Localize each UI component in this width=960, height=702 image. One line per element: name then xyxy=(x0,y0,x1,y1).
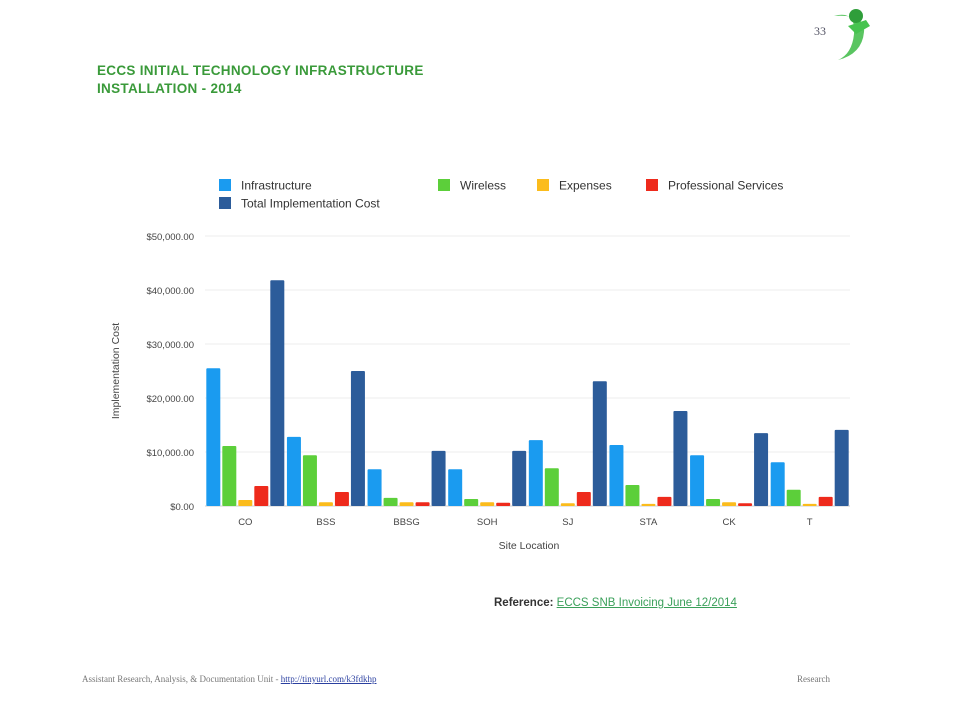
x-axis-label: Site Location xyxy=(499,540,560,552)
bar-professional-services-bbsg xyxy=(415,502,430,506)
x-tick-label: BSS xyxy=(316,517,335,528)
bar-group-bbsg xyxy=(367,450,446,506)
bar-infrastructure-sj xyxy=(528,440,543,506)
bar-infrastructure-sta xyxy=(609,444,624,506)
x-axis-ticks: CO BSS BBSG SOH SJ STA CK T xyxy=(238,517,813,528)
bar-group-co xyxy=(206,280,285,506)
y-axis-ticks: $0.00 $10,000.00 $20,000.00 $30,000.00 $40,0… xyxy=(146,232,194,513)
bar-wireless-sj xyxy=(544,468,559,506)
bar-wireless-sta xyxy=(625,484,640,506)
footer-link[interactable]: http://tinyurl.com/k3fdkhp xyxy=(280,674,377,684)
chart-bars xyxy=(206,280,849,506)
bar-expenses-sta xyxy=(641,503,656,506)
y-axis-label: Implementation Cost xyxy=(110,323,122,419)
legend-label: Professional Services xyxy=(668,179,783,193)
bar-total-co xyxy=(270,280,285,506)
legend-item-infrastructure: Infrastructure xyxy=(219,179,312,193)
bar-total-t xyxy=(834,429,849,506)
chart-legend: Infrastructure Wireless Expenses Profession… xyxy=(219,179,783,211)
bar-expenses-sj xyxy=(560,503,575,506)
reference-note: Reference: ECCS SNB Invoicing June 12/20… xyxy=(494,597,737,609)
y-tick-label: $10,000.00 xyxy=(146,448,194,459)
bar-professional-services-soh xyxy=(496,502,511,506)
bar-group-sj xyxy=(528,381,607,506)
bar-group-ck xyxy=(690,433,769,506)
bar-expenses-co xyxy=(238,500,253,506)
legend-swatch xyxy=(537,179,549,191)
legend-item-expenses: Expenses xyxy=(537,179,612,193)
footer-right-text: Research xyxy=(797,674,830,684)
bar-wireless-ck xyxy=(706,498,721,506)
bar-infrastructure-bss xyxy=(286,436,301,506)
slide-title: ECCS INITIAL TECHNOLOGY INFRASTRUCTURE I… xyxy=(97,62,424,98)
legend-item-total: Total Implementation Cost xyxy=(219,197,380,211)
bar-total-bbsg xyxy=(431,450,446,506)
y-tick-label: $30,000.00 xyxy=(146,340,194,351)
bar-infrastructure-bbsg xyxy=(367,469,382,506)
bar-total-soh xyxy=(512,450,527,506)
x-tick-label: SOH xyxy=(477,517,498,528)
bar-total-bss xyxy=(350,371,365,506)
bar-group-bss xyxy=(286,371,365,506)
y-tick-label: $40,000.00 xyxy=(146,286,194,297)
bar-expenses-soh xyxy=(480,502,495,506)
bar-wireless-co xyxy=(222,446,237,506)
bar-expenses-t xyxy=(802,503,817,506)
bar-group-soh xyxy=(448,450,527,506)
x-tick-label: T xyxy=(807,517,813,528)
y-tick-label: $20,000.00 xyxy=(146,394,194,405)
bar-professional-services-sta xyxy=(657,496,672,506)
reference-label: Reference: xyxy=(494,597,554,609)
bar-total-sta xyxy=(673,410,688,506)
legend-label: Total Implementation Cost xyxy=(241,197,380,211)
x-tick-label: BBSG xyxy=(393,517,419,528)
y-tick-label: $50,000.00 xyxy=(146,232,194,243)
footer-text: Assistant Research, Analysis, & Document… xyxy=(82,674,281,684)
bar-infrastructure-t xyxy=(770,462,785,506)
bar-professional-services-bss xyxy=(334,491,349,506)
bar-infrastructure-soh xyxy=(448,469,463,506)
legend-swatch xyxy=(219,179,231,191)
x-tick-label: CK xyxy=(722,517,736,528)
legend-swatch xyxy=(219,197,231,209)
y-tick-label: $0.00 xyxy=(170,502,194,513)
x-tick-label: STA xyxy=(640,517,658,528)
bar-infrastructure-ck xyxy=(690,455,705,506)
legend-swatch xyxy=(646,179,658,191)
legend-label: Infrastructure xyxy=(241,179,312,193)
bar-group-sta xyxy=(609,410,688,506)
bar-professional-services-t xyxy=(818,496,833,506)
footer-credit: Assistant Research, Analysis, & Document… xyxy=(82,674,376,684)
bar-expenses-bbsg xyxy=(399,502,414,506)
bar-expenses-ck xyxy=(722,502,737,506)
legend-label: Expenses xyxy=(559,179,612,193)
legend-item-wireless: Wireless xyxy=(438,179,506,193)
person-logo-icon xyxy=(834,9,870,61)
chart-gridlines xyxy=(205,235,850,507)
bar-wireless-t xyxy=(786,489,801,506)
bar-total-ck xyxy=(754,433,769,506)
bar-total-sj xyxy=(592,381,607,506)
x-tick-label: CO xyxy=(238,517,252,528)
bar-professional-services-co xyxy=(254,486,269,506)
legend-swatch xyxy=(438,179,450,191)
bar-wireless-bss xyxy=(302,455,317,506)
slide-title-line-2: INSTALLATION - 2014 xyxy=(97,81,242,96)
bar-infrastructure-co xyxy=(206,368,221,506)
bar-professional-services-ck xyxy=(738,503,753,506)
bar-wireless-soh xyxy=(464,498,479,506)
legend-item-professional-services: Professional Services xyxy=(646,179,783,193)
bar-professional-services-sj xyxy=(576,491,591,506)
legend-label: Wireless xyxy=(460,179,506,193)
slide-title-line-1: ECCS INITIAL TECHNOLOGY INFRASTRUCTURE xyxy=(97,63,424,78)
bar-wireless-bbsg xyxy=(383,497,398,506)
bar-group-t xyxy=(770,429,849,506)
page-number: 33 xyxy=(814,24,826,38)
x-tick-label: SJ xyxy=(562,517,573,528)
bar-expenses-bss xyxy=(318,502,333,506)
reference-link[interactable]: ECCS SNB Invoicing June 12/2014 xyxy=(556,597,737,609)
